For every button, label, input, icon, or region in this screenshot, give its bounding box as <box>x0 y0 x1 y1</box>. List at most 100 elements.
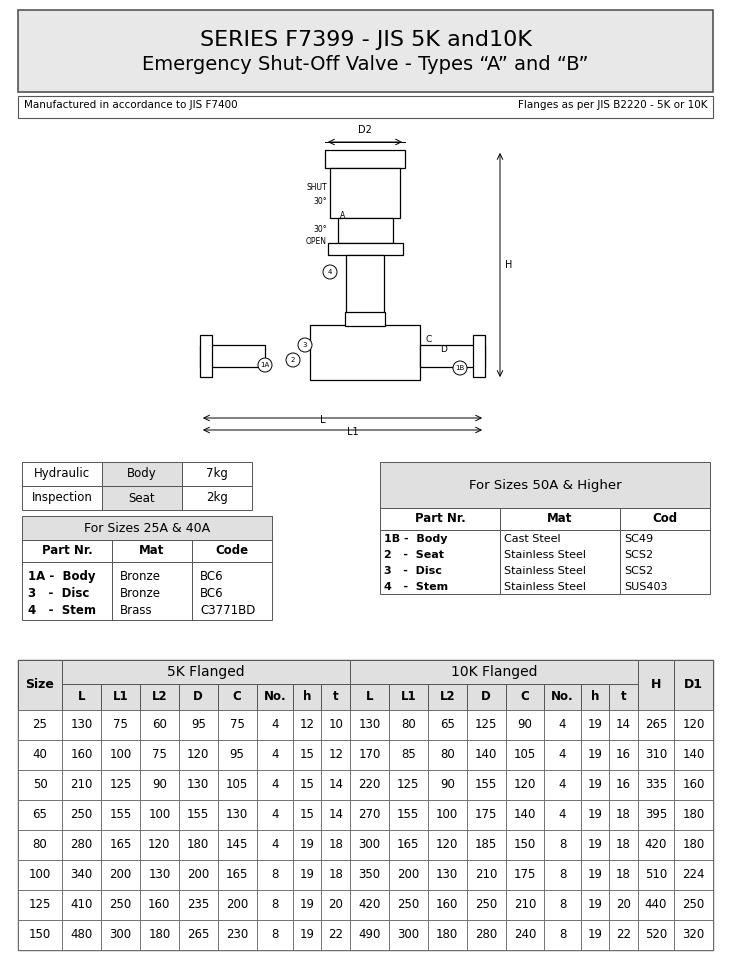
Text: 80: 80 <box>33 839 48 851</box>
FancyBboxPatch shape <box>101 830 140 860</box>
FancyBboxPatch shape <box>140 800 179 830</box>
Bar <box>346 255 384 325</box>
FancyBboxPatch shape <box>179 800 218 830</box>
FancyBboxPatch shape <box>62 740 101 770</box>
Text: 1B -  Body: 1B - Body <box>384 534 447 544</box>
Text: Code: Code <box>216 544 249 557</box>
Text: SERIES F7399 - JIS 5K and10K: SERIES F7399 - JIS 5K and10K <box>200 30 531 50</box>
Text: 100: 100 <box>29 869 51 881</box>
FancyBboxPatch shape <box>102 462 182 486</box>
Text: 95: 95 <box>230 748 245 762</box>
FancyBboxPatch shape <box>257 770 293 800</box>
Text: 75: 75 <box>113 719 128 731</box>
FancyBboxPatch shape <box>179 920 218 950</box>
Text: 80: 80 <box>401 719 416 731</box>
Text: 170: 170 <box>358 748 381 762</box>
Text: For Sizes 25A & 40A: For Sizes 25A & 40A <box>84 521 210 535</box>
FancyBboxPatch shape <box>580 920 609 950</box>
FancyBboxPatch shape <box>101 710 140 740</box>
FancyBboxPatch shape <box>22 540 112 562</box>
Text: 4: 4 <box>558 808 567 821</box>
Text: 80: 80 <box>440 748 455 762</box>
Text: BC6: BC6 <box>200 570 224 583</box>
FancyBboxPatch shape <box>466 830 506 860</box>
FancyBboxPatch shape <box>389 770 428 800</box>
FancyBboxPatch shape <box>609 890 637 920</box>
Text: 180: 180 <box>148 928 170 942</box>
Text: 200: 200 <box>187 869 209 881</box>
Text: 130: 130 <box>226 808 249 821</box>
Text: 250: 250 <box>397 898 420 912</box>
FancyBboxPatch shape <box>101 770 140 800</box>
Text: SCS2: SCS2 <box>624 566 653 576</box>
FancyBboxPatch shape <box>545 684 580 710</box>
Text: 90: 90 <box>440 778 455 792</box>
Text: H: H <box>651 679 661 692</box>
Text: 19: 19 <box>300 869 314 881</box>
Circle shape <box>258 358 272 372</box>
FancyBboxPatch shape <box>428 920 466 950</box>
Text: 18: 18 <box>616 808 631 821</box>
FancyBboxPatch shape <box>580 800 609 830</box>
Text: 180: 180 <box>436 928 458 942</box>
Text: 140: 140 <box>514 808 536 821</box>
FancyBboxPatch shape <box>350 800 389 830</box>
FancyBboxPatch shape <box>506 740 545 770</box>
Text: 265: 265 <box>645 719 667 731</box>
FancyBboxPatch shape <box>674 710 713 740</box>
Text: 130: 130 <box>436 869 458 881</box>
Text: 14: 14 <box>328 808 343 821</box>
FancyBboxPatch shape <box>466 710 506 740</box>
Text: 15: 15 <box>300 808 314 821</box>
FancyBboxPatch shape <box>466 920 506 950</box>
FancyBboxPatch shape <box>140 830 179 860</box>
FancyBboxPatch shape <box>466 684 506 710</box>
Text: 200: 200 <box>110 869 132 881</box>
FancyBboxPatch shape <box>62 920 101 950</box>
FancyBboxPatch shape <box>140 684 179 710</box>
Text: 250: 250 <box>70 808 93 821</box>
FancyBboxPatch shape <box>545 800 580 830</box>
FancyBboxPatch shape <box>18 660 62 710</box>
FancyBboxPatch shape <box>18 740 62 770</box>
FancyBboxPatch shape <box>674 860 713 890</box>
FancyBboxPatch shape <box>140 860 179 890</box>
Text: 160: 160 <box>148 898 170 912</box>
FancyBboxPatch shape <box>580 860 609 890</box>
Text: Body: Body <box>127 468 157 480</box>
FancyBboxPatch shape <box>466 740 506 770</box>
FancyBboxPatch shape <box>637 830 674 860</box>
Text: A: A <box>340 210 345 219</box>
FancyBboxPatch shape <box>322 684 350 710</box>
FancyBboxPatch shape <box>637 800 674 830</box>
FancyBboxPatch shape <box>140 740 179 770</box>
FancyBboxPatch shape <box>62 684 101 710</box>
Text: 350: 350 <box>358 869 380 881</box>
FancyBboxPatch shape <box>62 770 101 800</box>
Text: 90: 90 <box>152 778 167 792</box>
Text: 8: 8 <box>271 898 279 912</box>
FancyBboxPatch shape <box>620 530 710 594</box>
Text: C: C <box>520 691 529 703</box>
Text: 19: 19 <box>588 839 602 851</box>
Text: 440: 440 <box>645 898 667 912</box>
Text: 16: 16 <box>616 748 631 762</box>
Text: Part Nr.: Part Nr. <box>414 512 466 526</box>
FancyBboxPatch shape <box>101 860 140 890</box>
Text: 160: 160 <box>682 778 705 792</box>
Text: 220: 220 <box>358 778 381 792</box>
FancyBboxPatch shape <box>609 830 637 860</box>
Text: Brass: Brass <box>120 604 153 617</box>
Text: 4: 4 <box>271 808 279 821</box>
Text: 280: 280 <box>70 839 93 851</box>
Bar <box>327 243 403 255</box>
Text: 224: 224 <box>682 869 705 881</box>
Text: Flanges as per JIS B2220 - 5K or 10K: Flanges as per JIS B2220 - 5K or 10K <box>518 100 707 110</box>
Text: 145: 145 <box>226 839 249 851</box>
FancyBboxPatch shape <box>257 800 293 830</box>
Text: 30°: 30° <box>314 226 327 235</box>
Text: 200: 200 <box>397 869 420 881</box>
Text: 2: 2 <box>291 357 295 363</box>
Text: Stainless Steel: Stainless Steel <box>504 566 586 576</box>
FancyBboxPatch shape <box>545 710 580 740</box>
